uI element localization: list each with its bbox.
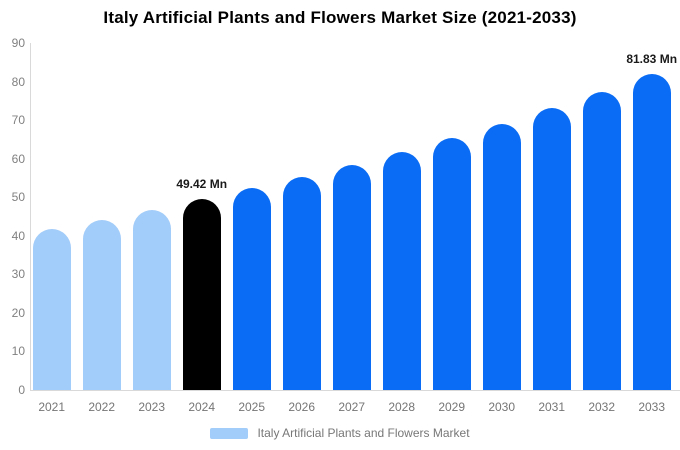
y-axis-tick-label: 80 [11, 74, 25, 89]
bar-2022 [82, 219, 121, 390]
x-axis-tick-label: 2021 [38, 400, 66, 414]
bar-2028 [382, 151, 421, 390]
x-axis-tick-label: 2027 [338, 400, 366, 414]
x-axis-tick-label: 2028 [388, 400, 416, 414]
x-axis-tick-label: 2026 [288, 400, 316, 414]
y-axis-tick-label: 40 [11, 228, 25, 243]
x-axis-tick-label: 2033 [638, 400, 666, 414]
bar-2026 [282, 176, 321, 390]
bar-2031 [532, 108, 571, 390]
chart-title: Italy Artificial Plants and Flowers Mark… [103, 8, 577, 27]
y-axis-tick-label: 0 [18, 383, 25, 397]
y-axis-line [30, 43, 31, 390]
x-axis-tick-label: 2031 [538, 400, 566, 414]
x-axis-tick-label: 2025 [238, 400, 266, 414]
x-axis-tick-label: 2030 [488, 400, 516, 414]
bar-2023 [132, 209, 171, 390]
x-axis-tick-label: 2022 [88, 400, 116, 414]
bar-2032 [582, 91, 621, 390]
bar-2030 [482, 123, 521, 390]
bar-2033 [632, 74, 671, 390]
bar-2024 [182, 199, 221, 390]
legend-swatch [210, 427, 249, 439]
x-axis-tick-label: 2024 [188, 400, 216, 414]
x-axis-tick-label: 2023 [138, 400, 166, 414]
bar-2029 [432, 137, 471, 390]
y-axis-tick-label: 30 [11, 267, 25, 282]
x-axis-tick-label: 2032 [588, 400, 616, 414]
bar-2027 [332, 164, 371, 390]
y-axis-tick-label: 10 [11, 344, 25, 359]
legend-label: Italy Artificial Plants and Flowers Mark… [257, 426, 470, 440]
bar-2025 [232, 188, 271, 390]
value-label-2024: 49.42 Mn [176, 177, 228, 192]
x-axis-tick-label: 2029 [438, 400, 466, 414]
legend: Italy Artificial Plants and Flowers Mark… [0, 426, 680, 440]
value-label-2033: 81.83 Mn [626, 52, 678, 67]
y-axis-tick-label: 70 [11, 113, 25, 128]
y-axis-tick-label: 50 [11, 190, 25, 205]
y-axis-tick-label: 20 [11, 305, 25, 320]
x-axis-line [30, 390, 680, 391]
y-axis-tick-label: 60 [11, 151, 25, 166]
y-axis-tick-label: 90 [11, 36, 25, 50]
bar-2021 [32, 229, 71, 390]
